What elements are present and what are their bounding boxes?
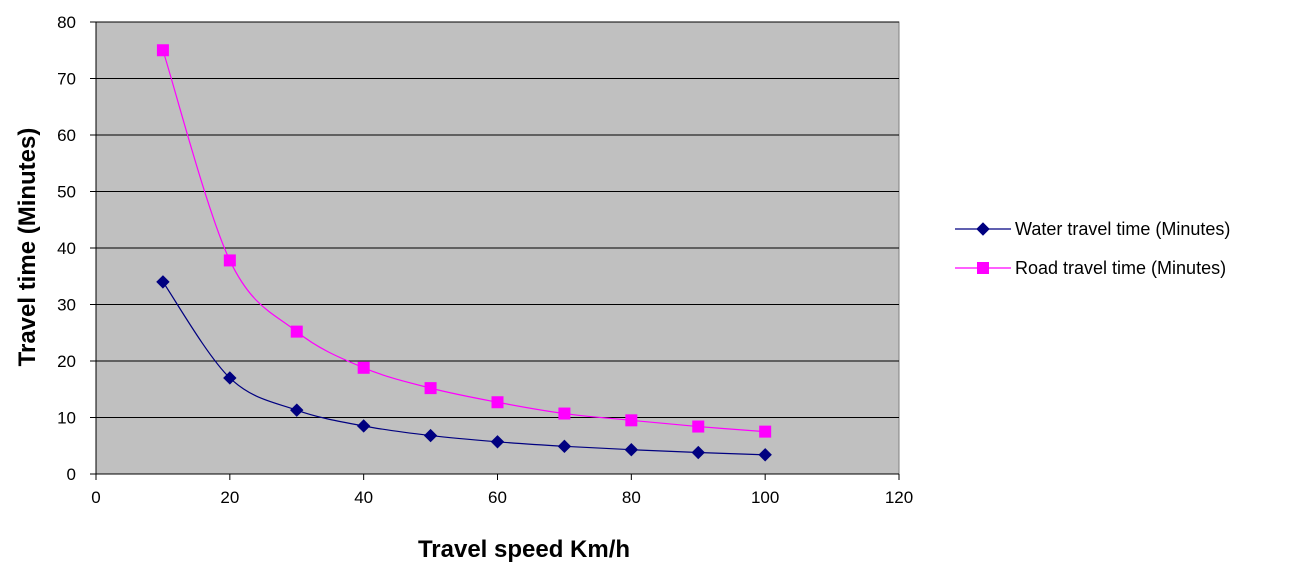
- y-tick-label: 0: [67, 465, 76, 484]
- data-point: [223, 371, 237, 385]
- legend-label: Water travel time (Minutes): [1015, 219, 1230, 239]
- legend-swatch-marker: [977, 262, 989, 274]
- data-point: [223, 254, 236, 267]
- data-point: [692, 420, 705, 433]
- data-point: [156, 44, 169, 57]
- y-tick-label: 30: [57, 296, 76, 315]
- data-point: [357, 361, 370, 374]
- data-point: [156, 275, 170, 289]
- data-point: [558, 407, 571, 420]
- series-1: [156, 275, 772, 462]
- data-point: [490, 435, 505, 449]
- data-point: [625, 414, 638, 427]
- data-point: [557, 439, 572, 454]
- data-point: [423, 428, 438, 443]
- series-line: [162, 281, 766, 456]
- data-point: [758, 448, 772, 462]
- legend-item: Road travel time (Minutes): [955, 258, 1226, 278]
- series-group: [156, 44, 772, 462]
- data-point: [424, 382, 437, 395]
- x-tick-label: 100: [751, 488, 779, 507]
- x-tick-label: 40: [354, 488, 373, 507]
- data-point: [290, 403, 304, 417]
- legend: Water travel time (Minutes) Road travel t…: [955, 219, 1230, 278]
- x-tick-label: 60: [488, 488, 507, 507]
- y-axis-title: Travel time (Minutes): [14, 128, 41, 367]
- x-tick-label: 120: [885, 488, 913, 507]
- y-tick-label: 60: [57, 126, 76, 145]
- y-tick-label: 70: [57, 70, 76, 89]
- data-point: [290, 325, 303, 338]
- y-tick-label: 20: [57, 352, 76, 371]
- data-point: [691, 445, 705, 460]
- data-point: [356, 419, 371, 433]
- x-axis-title: Travel speed Km/h: [418, 536, 630, 563]
- series-2: [156, 44, 772, 438]
- legend-swatch-marker: [976, 222, 990, 236]
- data-point: [624, 442, 639, 457]
- y-tick-label: 40: [57, 239, 76, 258]
- x-tick-label: 0: [91, 488, 100, 507]
- x-tick-label: 80: [622, 488, 641, 507]
- data-point: [491, 396, 504, 409]
- y-tick-label: 50: [57, 183, 76, 202]
- y-tick-label: 10: [57, 409, 76, 428]
- legend-item: Water travel time (Minutes): [955, 219, 1230, 239]
- x-axis-ticks: 0 20 40 60 80 100 120: [91, 474, 913, 507]
- y-axis-ticks: 0 10 20 30 40 50 60 70 80: [57, 13, 96, 484]
- legend-label: Road travel time (Minutes): [1015, 258, 1226, 278]
- x-tick-label: 20: [220, 488, 239, 507]
- y-tick-label: 80: [57, 13, 76, 32]
- data-point: [759, 425, 772, 438]
